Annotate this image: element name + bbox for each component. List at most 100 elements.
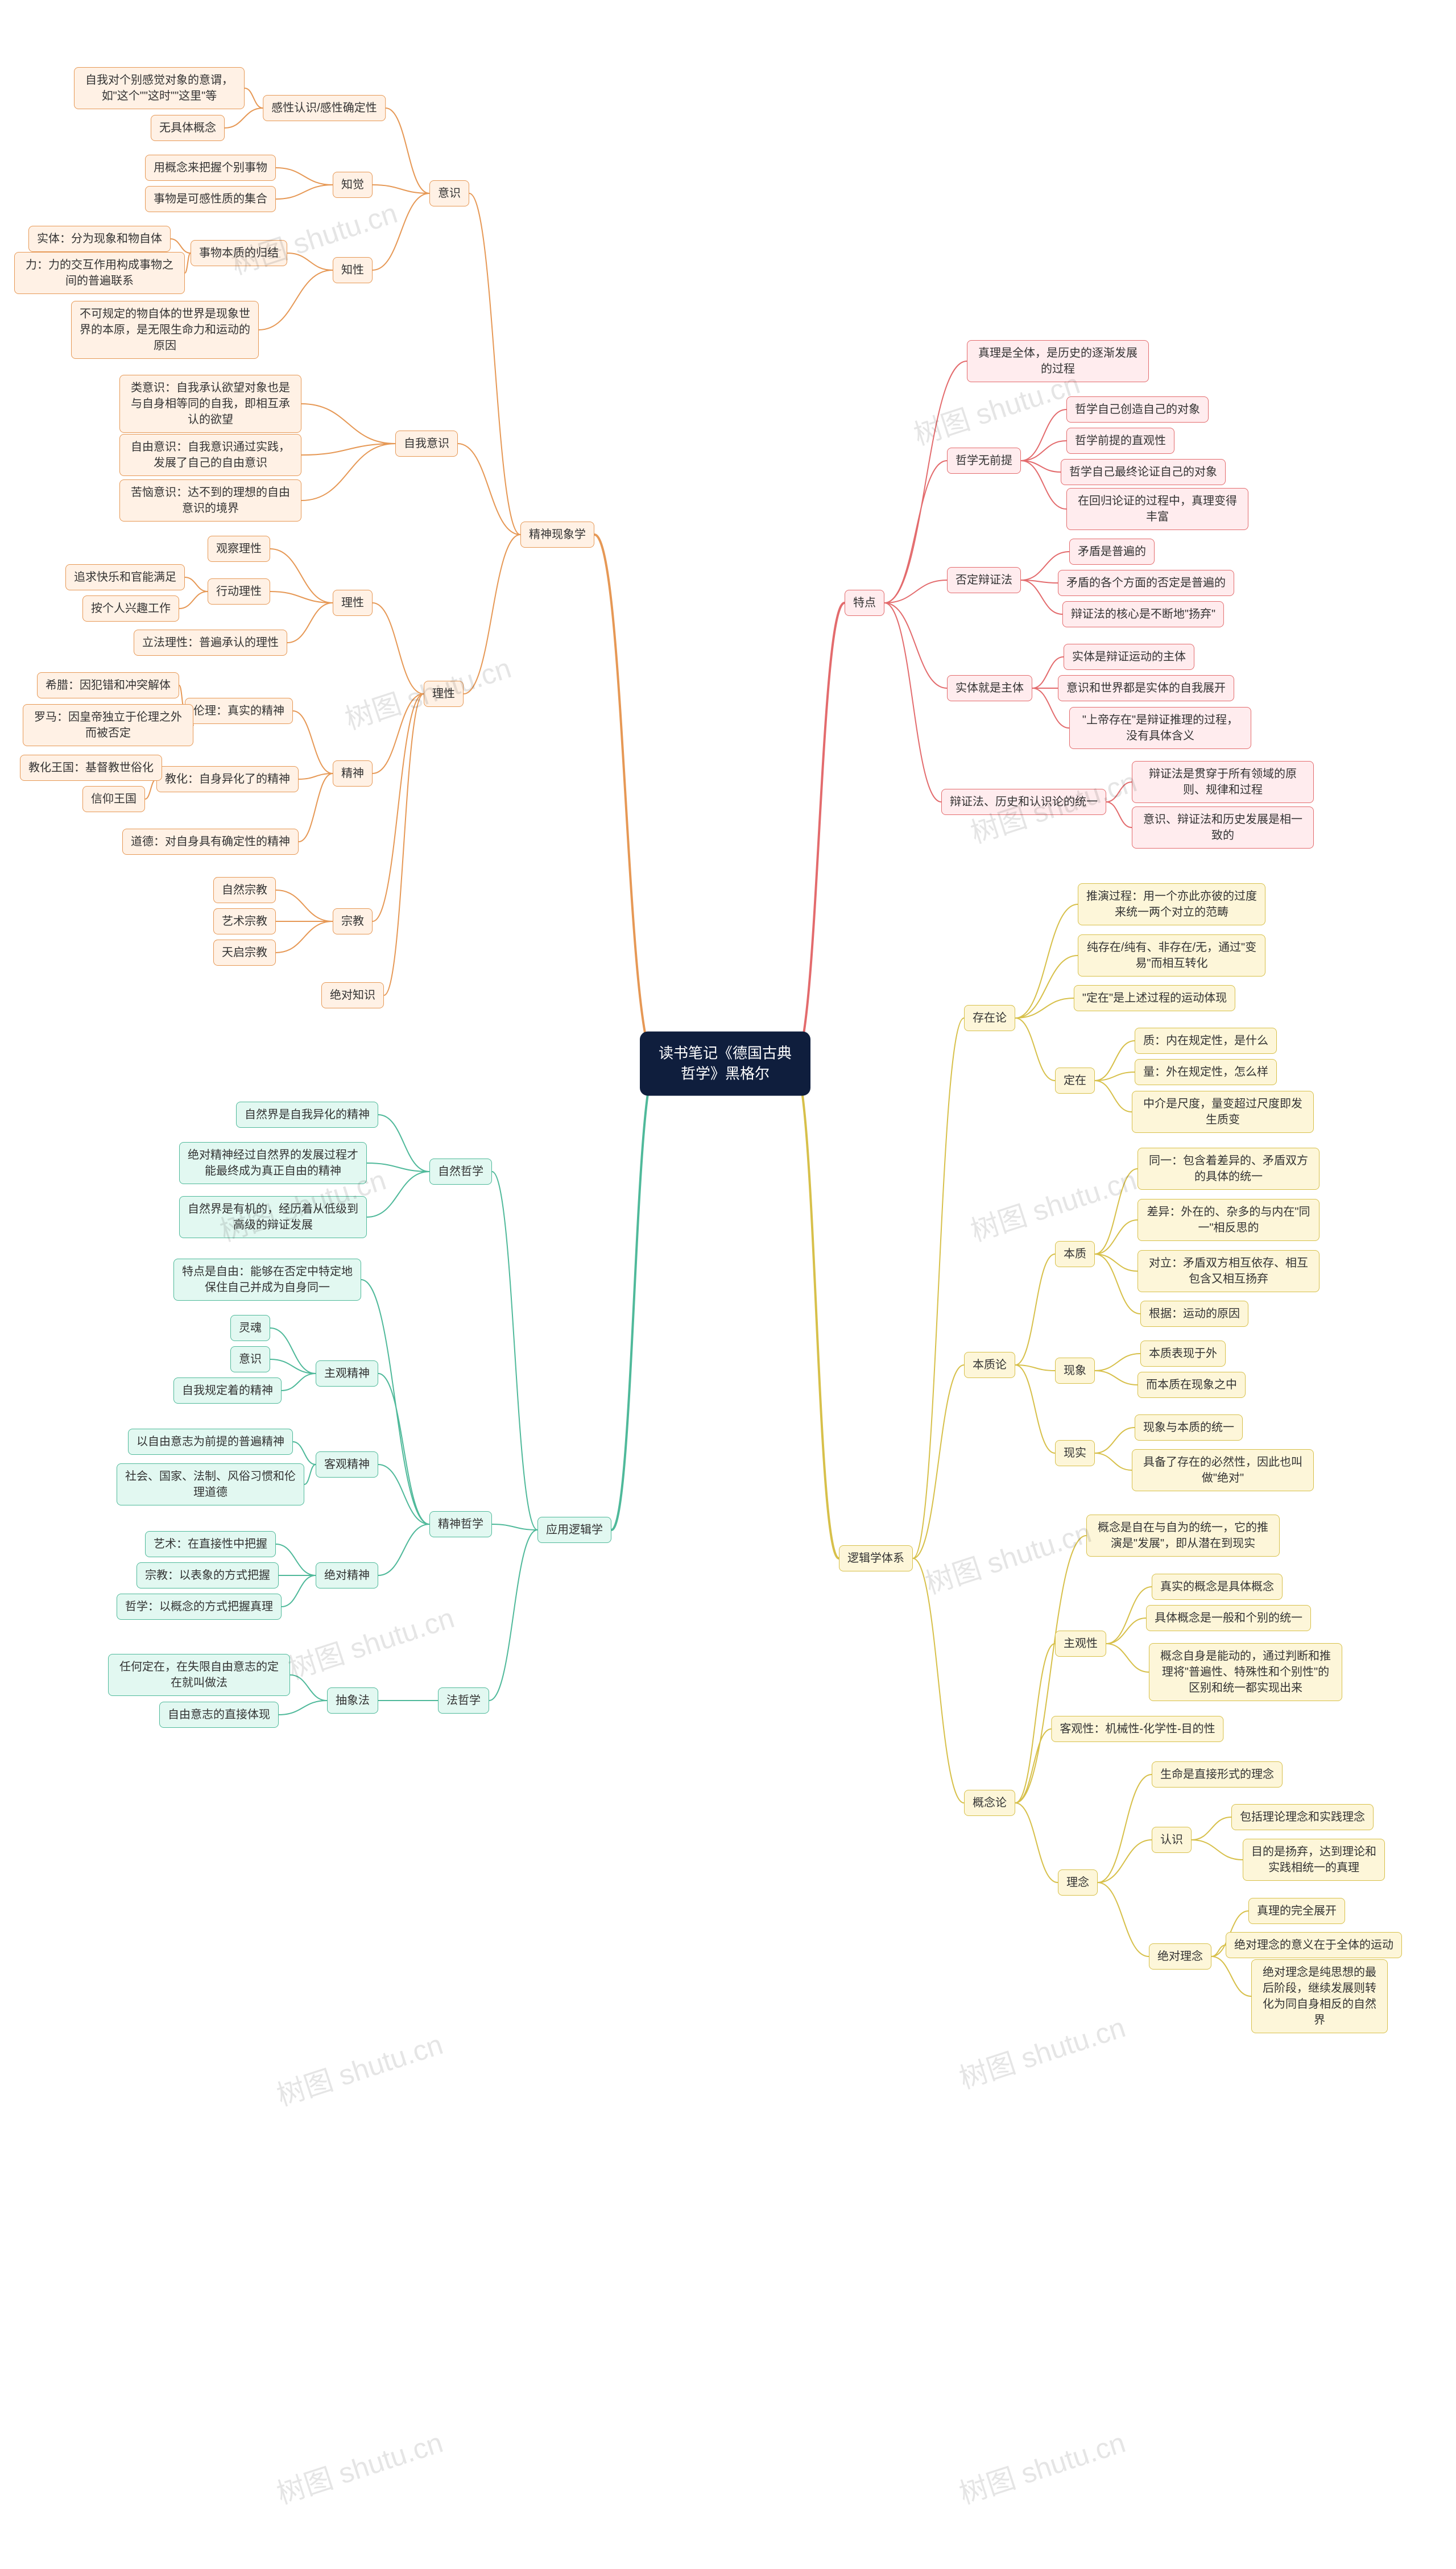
mindmap-node[interactable]: 读书笔记《德国古典哲学》黑格尔 <box>640 1032 810 1096</box>
mindmap-node[interactable]: 定在 <box>1055 1068 1095 1094</box>
mindmap-node[interactable]: 意识 <box>429 180 469 206</box>
mindmap-node[interactable]: 自我对个别感觉对象的意谓，如"这个""这时""这里"等 <box>74 67 245 109</box>
mindmap-node[interactable]: 立法理性：普遍承认的理性 <box>134 630 287 656</box>
mindmap-node[interactable]: 知性 <box>333 257 373 283</box>
mindmap-node[interactable]: 艺术：在直接性中把握 <box>145 1531 276 1557</box>
mindmap-node[interactable]: 自由意志的直接体现 <box>159 1702 279 1728</box>
mindmap-node[interactable]: 苦恼意识：达不到的理想的自由意识的境界 <box>119 479 301 522</box>
mindmap-node[interactable]: 否定辩证法 <box>947 567 1021 593</box>
mindmap-node[interactable]: 推演过程：用一个亦此亦彼的过度来统一两个对立的范畴 <box>1078 883 1265 925</box>
mindmap-node[interactable]: 具备了存在的必然性，因此也叫做"绝对" <box>1132 1449 1314 1491</box>
mindmap-node[interactable]: 自然界是自我异化的精神 <box>236 1102 378 1128</box>
mindmap-node[interactable]: 质：内在规定性，是什么 <box>1135 1028 1277 1054</box>
mindmap-node[interactable]: 特点是自由：能够在否定中特定地保住自己并成为自身同一 <box>173 1259 361 1301</box>
mindmap-node[interactable]: 教化：自身异化了的精神 <box>156 766 299 792</box>
mindmap-node[interactable]: 绝对精神经过自然界的发展过程才能最终成为真正自由的精神 <box>179 1142 367 1184</box>
mindmap-node[interactable]: 纯存在/纯有、非存在/无，通过"变易"而相互转化 <box>1078 934 1265 977</box>
mindmap-node[interactable]: 本质论 <box>964 1352 1015 1378</box>
mindmap-node[interactable]: 社会、国家、法制、风俗习惯和伦理道德 <box>117 1463 304 1505</box>
mindmap-node[interactable]: 现象与本质的统一 <box>1135 1414 1243 1441</box>
mindmap-node[interactable]: 精神哲学 <box>429 1511 492 1537</box>
mindmap-node[interactable]: 哲学自己最终论证自己的对象 <box>1061 459 1226 485</box>
mindmap-node[interactable]: 本质 <box>1055 1241 1095 1267</box>
mindmap-node[interactable]: 自然界是有机的，经历着从低级到高级的辩证发展 <box>179 1196 367 1238</box>
mindmap-node[interactable]: 天启宗教 <box>213 940 276 966</box>
mindmap-node[interactable]: 意识、辩证法和历史发展是相一致的 <box>1132 806 1314 849</box>
mindmap-node[interactable]: 法哲学 <box>438 1687 489 1714</box>
mindmap-node[interactable]: 自然宗教 <box>213 877 276 903</box>
mindmap-node[interactable]: 哲学无前提 <box>947 448 1021 474</box>
mindmap-node[interactable]: 辩证法、历史和认识论的统一 <box>941 789 1106 815</box>
mindmap-node[interactable]: 希腊：因犯错和冲突解体 <box>37 672 179 698</box>
mindmap-node[interactable]: 罗马：因皇帝独立于伦理之外而被否定 <box>23 704 193 746</box>
mindmap-node[interactable]: 实体就是主体 <box>947 675 1032 701</box>
mindmap-node[interactable]: 自我规定着的精神 <box>173 1377 282 1404</box>
mindmap-node[interactable]: 力：力的交互作用构成事物之间的普遍联系 <box>14 252 185 294</box>
mindmap-node[interactable]: 宗教 <box>333 908 373 934</box>
mindmap-node[interactable]: 绝对理念 <box>1149 1943 1211 1970</box>
mindmap-node[interactable]: 根据：运动的原因 <box>1140 1301 1248 1327</box>
mindmap-node[interactable]: "上帝存在"是辩证推理的过程，没有具体含义 <box>1069 707 1251 749</box>
mindmap-node[interactable]: 现实 <box>1055 1440 1095 1466</box>
mindmap-node[interactable]: 在回归论证的过程中，真理变得丰富 <box>1066 488 1248 530</box>
mindmap-node[interactable]: 道德：对自身具有确定性的精神 <box>122 829 299 855</box>
mindmap-node[interactable]: 真理的完全展开 <box>1248 1898 1345 1924</box>
mindmap-node[interactable]: 特点 <box>845 590 884 616</box>
mindmap-node[interactable]: 同一：包含着差异的、矛盾双方的具体的统一 <box>1138 1148 1320 1190</box>
mindmap-node[interactable]: 本质表现于外 <box>1140 1341 1226 1367</box>
mindmap-node[interactable]: 差异：外在的、杂多的与内在"同一"相反思的 <box>1138 1199 1320 1241</box>
mindmap-node[interactable]: 绝对理念是纯思想的最后阶段，继续发展则转化为同自身相反的自然界 <box>1251 1959 1388 2033</box>
mindmap-node[interactable]: 目的是扬弃，达到理论和实践相统一的真理 <box>1243 1839 1385 1881</box>
mindmap-node[interactable]: 知觉 <box>333 172 373 198</box>
mindmap-node[interactable]: 真理是全体，是历史的逐渐发展的过程 <box>967 340 1149 382</box>
mindmap-node[interactable]: 存在论 <box>964 1005 1015 1031</box>
mindmap-node[interactable]: 理念 <box>1058 1869 1098 1896</box>
mindmap-node[interactable]: 具体概念是一般和个别的统一 <box>1146 1605 1311 1631</box>
mindmap-node[interactable]: 概念论 <box>964 1790 1015 1816</box>
mindmap-node[interactable]: 意识和世界都是实体的自我展开 <box>1058 675 1234 701</box>
mindmap-node[interactable]: 事物本质的归结 <box>191 240 287 266</box>
mindmap-node[interactable]: 现象 <box>1055 1358 1095 1384</box>
mindmap-node[interactable]: 包括理论理念和实践理念 <box>1231 1804 1374 1830</box>
mindmap-node[interactable]: 矛盾的各个方面的否定是普遍的 <box>1058 570 1234 596</box>
mindmap-node[interactable]: 自然哲学 <box>429 1159 492 1185</box>
mindmap-node[interactable]: 生命是直接形式的理念 <box>1152 1761 1283 1788</box>
mindmap-node[interactable]: 感性认识/感性确定性 <box>263 95 386 121</box>
mindmap-node[interactable]: 抽象法 <box>327 1687 378 1714</box>
mindmap-node[interactable]: 按个人兴趣工作 <box>82 595 179 622</box>
mindmap-node[interactable]: 用概念来把握个别事物 <box>145 155 276 181</box>
mindmap-node[interactable]: 观察理性 <box>208 536 270 562</box>
mindmap-node[interactable]: 客观精神 <box>316 1451 378 1478</box>
mindmap-node[interactable]: 教化王国：基督教世俗化 <box>20 755 162 781</box>
mindmap-node[interactable]: 事物是可感性质的集合 <box>145 186 276 212</box>
mindmap-node[interactable]: 绝对精神 <box>316 1562 378 1588</box>
mindmap-node[interactable]: 哲学：以概念的方式把握真理 <box>117 1594 282 1620</box>
mindmap-node[interactable]: 概念是自在与自为的统一，它的推演是"发展"，即从潜在到现实 <box>1086 1515 1280 1557</box>
mindmap-node[interactable]: 辩证法是贯穿于所有领域的原则、规律和过程 <box>1132 761 1314 803</box>
mindmap-node[interactable]: 精神 <box>333 760 373 787</box>
mindmap-node[interactable]: 以自由意志为前提的普遍精神 <box>128 1429 293 1455</box>
mindmap-node[interactable]: 无具体概念 <box>151 115 225 141</box>
mindmap-node[interactable]: 哲学自己创造自己的对象 <box>1066 396 1209 423</box>
mindmap-node[interactable]: 实体是辩证运动的主体 <box>1064 644 1194 670</box>
mindmap-node[interactable]: 对立：矛盾双方相互依存、相互包含又相互扬弃 <box>1138 1250 1320 1292</box>
mindmap-node[interactable]: 信仰王国 <box>82 786 145 812</box>
mindmap-node[interactable]: 主观精神 <box>316 1360 378 1387</box>
mindmap-node[interactable]: 实体：分为现象和物自体 <box>28 226 171 252</box>
mindmap-node[interactable]: 意识 <box>230 1346 270 1372</box>
mindmap-node[interactable]: 认识 <box>1152 1827 1192 1853</box>
mindmap-node[interactable]: 辩证法的核心是不断地"扬弃" <box>1062 601 1224 627</box>
mindmap-node[interactable]: 不可规定的物自体的世界是现象世界的本原，是无限生命力和运动的原因 <box>71 301 259 359</box>
mindmap-node[interactable]: 而本质在现象之中 <box>1138 1372 1246 1398</box>
mindmap-node[interactable]: 概念自身是能动的，通过判断和推理将"普遍性、特殊性和个别性"的区别和统一都实现出… <box>1149 1643 1342 1701</box>
mindmap-node[interactable]: 精神现象学 <box>520 522 594 548</box>
mindmap-node[interactable]: 类意识：自我承认欲望对象也是与自身相等同的自我，即相互承认的欲望 <box>119 375 301 433</box>
mindmap-node[interactable]: 行动理性 <box>208 578 270 605</box>
mindmap-node[interactable]: 中介是尺度，量变超过尺度即发生质变 <box>1132 1091 1314 1133</box>
mindmap-node[interactable]: 量：外在规定性，怎么样 <box>1135 1059 1277 1085</box>
mindmap-node[interactable]: 客观性：机械性-化学性-目的性 <box>1051 1716 1223 1742</box>
mindmap-node[interactable]: 绝对知识 <box>321 982 384 1008</box>
mindmap-node[interactable]: 自我意识 <box>395 431 458 457</box>
mindmap-node[interactable]: 矛盾是普遍的 <box>1069 539 1155 565</box>
mindmap-node[interactable]: "定在"是上述过程的运动体现 <box>1074 985 1235 1011</box>
